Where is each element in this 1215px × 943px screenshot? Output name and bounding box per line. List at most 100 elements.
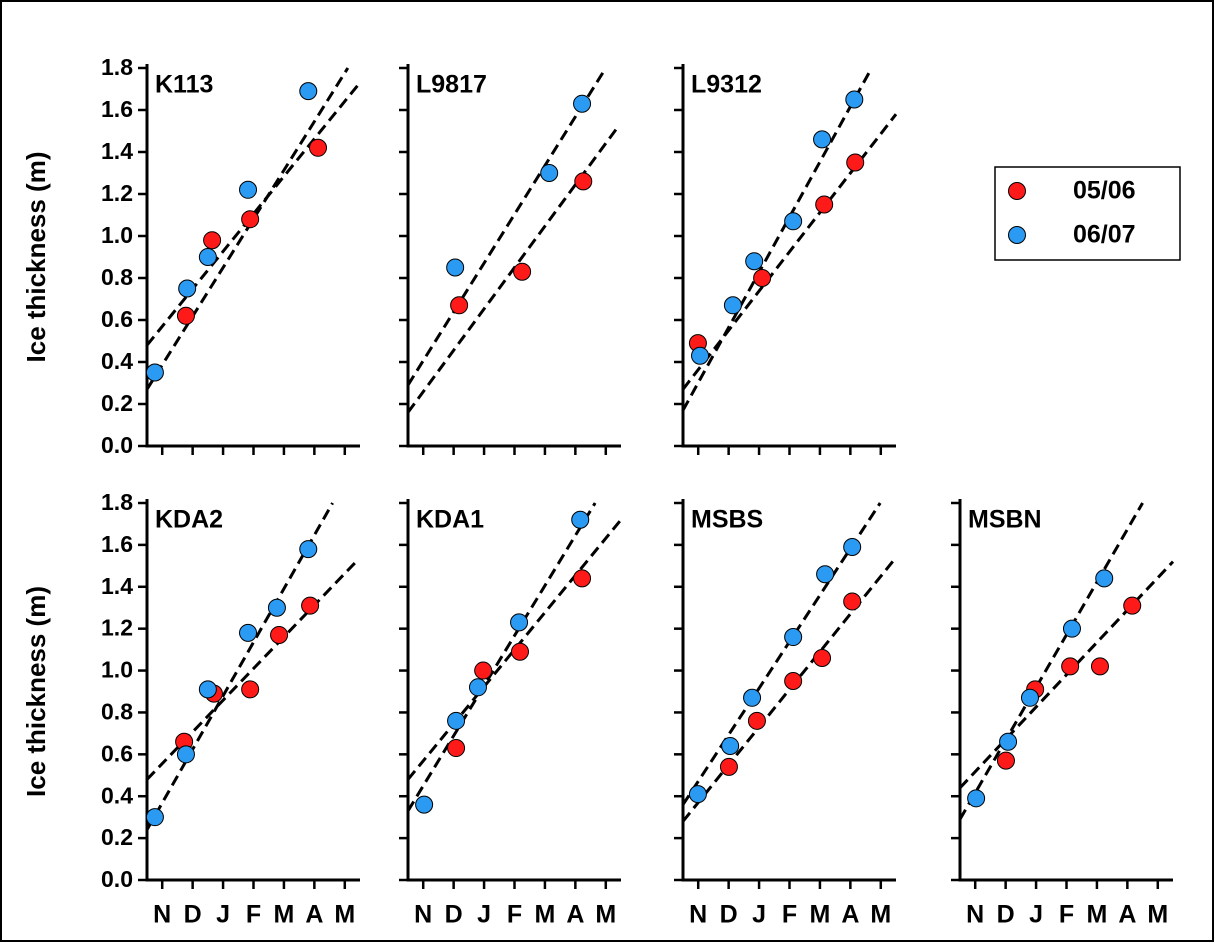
x-tick-label: F (1059, 901, 1074, 929)
data-point (843, 592, 862, 611)
data-point (513, 262, 532, 281)
y-tick-label: 0.6 (101, 306, 133, 332)
y-tick-label: 1.0 (101, 222, 133, 248)
panel-title: K113 (155, 71, 213, 99)
legend-marker (1008, 226, 1026, 244)
data-point (571, 510, 590, 529)
data-point (753, 269, 772, 287)
y-tick-label: 1.6 (101, 96, 133, 122)
x-tick-label: N (153, 901, 171, 929)
data-point (1020, 688, 1039, 707)
x-tick-label: J (752, 901, 766, 929)
x-tick-label: N (966, 901, 984, 929)
data-point (510, 642, 529, 661)
y-tick-label: 0.8 (101, 699, 133, 725)
data-point (198, 680, 217, 699)
panel-title: MSBS (691, 506, 763, 534)
data-point (815, 195, 834, 214)
data-point (309, 138, 328, 157)
data-point (178, 279, 197, 298)
data-point (967, 789, 986, 808)
fit-line (681, 67, 873, 412)
x-tick-label: D (184, 901, 202, 929)
data-point (239, 180, 258, 199)
data-point (573, 94, 592, 113)
y-tick-label: 1.8 (101, 489, 133, 515)
y-tick-label: 1.0 (101, 657, 133, 683)
panel-title: KDA2 (155, 506, 223, 534)
data-point (540, 164, 559, 182)
data-point (688, 785, 707, 804)
y-axis-label: Ice thickness (m) (21, 586, 51, 797)
data-point (301, 596, 320, 615)
data-point (723, 296, 742, 315)
fit-line (406, 502, 597, 812)
data-point (270, 625, 289, 644)
x-tick-label: J (1029, 901, 1043, 929)
data-point (447, 739, 466, 758)
x-tick-label: M (870, 901, 891, 929)
data-point (241, 210, 260, 229)
y-axis-label: Ice thickness (m) (21, 152, 51, 363)
data-point (721, 736, 740, 755)
fit-line (958, 502, 1144, 821)
x-tick-label: N (689, 901, 707, 929)
data-point (743, 688, 762, 707)
y-tick-label: 1.6 (101, 531, 133, 557)
data-point (1123, 596, 1142, 615)
panel-title: KDA1 (416, 506, 484, 534)
data-point (719, 757, 738, 776)
data-point (510, 613, 529, 632)
data-point (176, 306, 195, 325)
data-point (299, 540, 318, 559)
y-tick-label: 1.4 (101, 138, 133, 164)
data-point (176, 745, 195, 764)
legend-box (994, 166, 1181, 261)
data-point (784, 212, 803, 231)
x-tick-label: A (305, 901, 323, 929)
x-tick-label: M (595, 901, 616, 929)
x-tick-label: J (477, 901, 491, 929)
data-point (573, 569, 592, 588)
fit-line (145, 502, 334, 831)
data-point (241, 680, 260, 699)
data-point (784, 628, 803, 647)
fit-line (406, 518, 623, 781)
data-point (145, 363, 164, 382)
legend-marker (1008, 182, 1026, 200)
fit-line (681, 502, 882, 806)
x-tick-label: M (274, 901, 295, 929)
data-point (450, 296, 469, 315)
data-point (299, 82, 318, 101)
data-point (203, 231, 222, 250)
x-tick-label: F (782, 901, 797, 929)
y-tick-label: 0.4 (101, 348, 133, 374)
data-point (198, 248, 217, 266)
x-tick-label: A (566, 901, 584, 929)
data-point (784, 672, 803, 691)
fit-line (145, 83, 360, 347)
data-point (845, 90, 864, 109)
fit-line (145, 67, 350, 391)
data-point (691, 346, 710, 365)
y-tick-label: 1.2 (101, 180, 133, 206)
panel-title: L9817 (416, 71, 487, 99)
data-point (846, 153, 865, 172)
y-tick-label: 0.2 (101, 390, 133, 416)
panel-title: L9312 (691, 71, 762, 99)
data-point (745, 252, 764, 271)
x-tick-label: D (997, 901, 1015, 929)
x-tick-label: M (334, 901, 355, 929)
data-point (267, 598, 286, 617)
x-tick-label: A (1118, 901, 1136, 929)
data-point (1095, 569, 1114, 588)
data-point (813, 130, 832, 149)
data-point (447, 711, 466, 730)
data-point (747, 711, 766, 730)
y-tick-label: 0.6 (101, 740, 133, 766)
x-tick-label: F (246, 901, 261, 929)
x-tick-label: M (810, 901, 831, 929)
x-tick-label: N (414, 901, 432, 929)
